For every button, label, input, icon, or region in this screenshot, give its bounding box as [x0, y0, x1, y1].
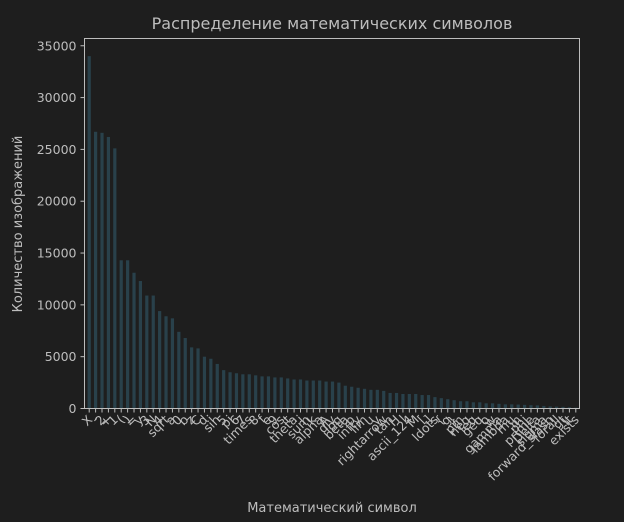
bar-58 — [458, 401, 463, 409]
y-tick-label-7: 35000 — [37, 38, 77, 53]
plot-frame — [84, 38, 580, 409]
bar-15 — [183, 338, 187, 409]
bar-2 — [100, 132, 104, 409]
bar-59 — [465, 401, 469, 409]
bar-25 — [247, 374, 251, 409]
bar-57 — [452, 400, 456, 409]
y-axis-label: Количество изображений — [11, 136, 26, 313]
bar-18 — [202, 356, 207, 409]
bar-51 — [414, 393, 418, 409]
bar-9 — [145, 295, 149, 409]
bar-4 — [113, 148, 117, 409]
y-ticks-group: 0 5000 10000 15000 20000 25000 30000 35000 — [37, 38, 85, 416]
bar-42 — [356, 387, 360, 409]
bar-24 — [241, 374, 245, 409]
bar-20 — [215, 363, 219, 409]
bar-1 — [94, 131, 98, 409]
bar-27 — [260, 376, 264, 409]
bar-12 — [164, 316, 168, 409]
bar-53 — [426, 395, 431, 409]
bar-13 — [170, 318, 175, 409]
bar-50 — [407, 393, 411, 409]
bar-0 — [87, 56, 91, 409]
bar-10 — [151, 295, 155, 409]
bar-69 — [529, 405, 533, 409]
bar-62 — [484, 403, 488, 409]
bar-48 — [394, 392, 399, 409]
bar-6 — [126, 260, 130, 409]
bar-73 — [554, 406, 559, 409]
bar-52 — [420, 395, 424, 409]
bar-45 — [375, 389, 379, 409]
bar-43 — [362, 388, 367, 409]
bar-33 — [298, 379, 303, 409]
bar-28 — [266, 376, 271, 409]
bar-22 — [228, 372, 232, 409]
bar-40 — [343, 385, 347, 409]
bar-64 — [497, 403, 501, 409]
bar-65 — [503, 404, 507, 409]
bar-72 — [548, 406, 552, 409]
bar-34 — [305, 380, 309, 409]
bar-5 — [119, 260, 123, 409]
bar-16 — [190, 347, 194, 409]
bar-66 — [510, 404, 514, 409]
bar-71 — [542, 405, 546, 409]
x-axis-label: Математический символ — [247, 501, 417, 516]
bar-44 — [369, 389, 373, 409]
y-tick-label-1: 5000 — [45, 349, 77, 364]
bar-46 — [382, 390, 386, 409]
bar-30 — [279, 377, 283, 409]
bar-67 — [516, 404, 520, 409]
bar-29 — [273, 377, 277, 409]
y-tick-label-5: 25000 — [37, 142, 77, 157]
bar-8 — [138, 281, 143, 409]
bars-group — [87, 56, 578, 409]
y-tick-label-0: 0 — [69, 401, 77, 416]
bar-60 — [471, 402, 475, 409]
y-tick-label-3: 15000 — [37, 246, 77, 261]
chart-title: Распределение математических символов — [152, 14, 513, 33]
y-tick-label-6: 30000 — [37, 90, 77, 105]
bar-68 — [522, 404, 527, 409]
bar-7 — [132, 272, 136, 409]
bar-55 — [439, 398, 443, 409]
bar-11 — [158, 311, 162, 409]
bar-14 — [177, 331, 181, 409]
bar-70 — [535, 405, 539, 409]
y-tick-label-2: 10000 — [37, 297, 77, 312]
bar-39 — [337, 382, 341, 409]
bar-17 — [196, 348, 200, 409]
bar-38 — [330, 381, 335, 409]
y-tick-label-4: 20000 — [37, 194, 77, 209]
bar-37 — [324, 381, 328, 409]
bar-23 — [234, 373, 239, 409]
bar-41 — [350, 386, 354, 409]
x-ticks-group: X-2+1()=y3N4sqrta0bzCdisin5pi67times8fe9… — [79, 408, 582, 484]
bar-21 — [222, 370, 226, 409]
bar-56 — [446, 399, 450, 409]
bar-47 — [388, 392, 392, 409]
bar-54 — [433, 397, 437, 409]
bar-26 — [254, 375, 258, 409]
bar-35 — [311, 380, 315, 409]
bar-61 — [478, 402, 482, 409]
bar-3 — [106, 136, 111, 409]
bar-63 — [490, 403, 495, 409]
bar-31 — [286, 378, 290, 409]
bar-49 — [401, 393, 405, 409]
bar-36 — [318, 380, 322, 409]
bar-19 — [209, 358, 213, 409]
bar-32 — [292, 379, 296, 409]
bar-75 — [567, 407, 571, 409]
bar-74 — [561, 406, 565, 409]
